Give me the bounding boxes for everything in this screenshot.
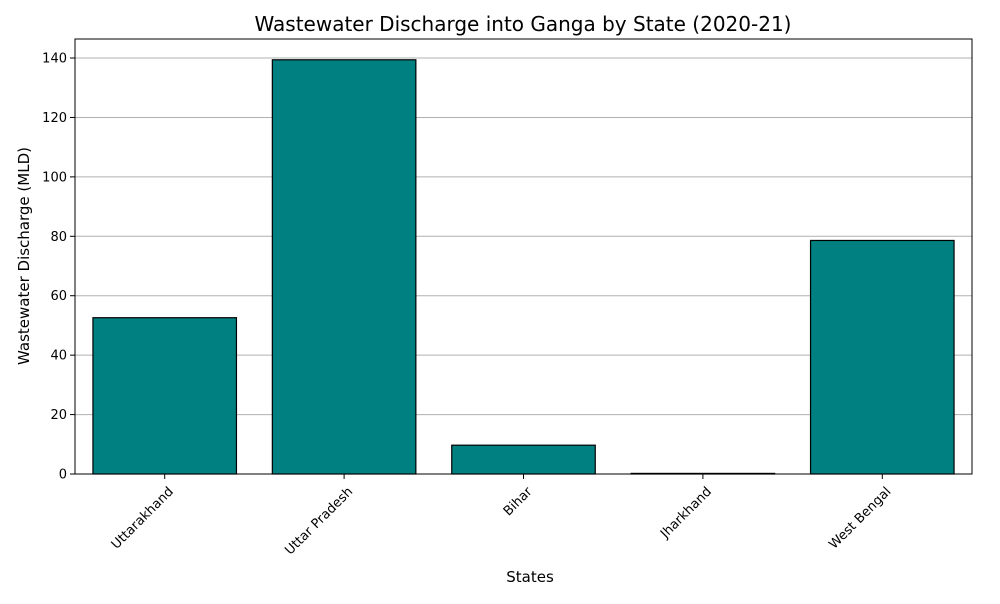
x-tick-label: Uttar Pradesh xyxy=(282,484,356,558)
y-tick-label: 140 xyxy=(42,52,67,67)
x-tick-label: Uttarakhand xyxy=(109,484,177,552)
bars xyxy=(92,59,955,475)
x-tick-label: Bihar xyxy=(501,484,536,519)
x-axis-label: States xyxy=(506,568,554,586)
bar-west-bengal xyxy=(809,239,955,475)
y-tick-label: 40 xyxy=(50,349,67,364)
chart-title: Wastewater Discharge into Ganga by State… xyxy=(255,12,792,36)
y-tick-label: 0 xyxy=(59,468,67,483)
bar-uttarakhand xyxy=(92,317,238,475)
y-axis-ticks: 0 20 40 60 80 100 120 140 xyxy=(42,52,75,483)
bar-bihar xyxy=(451,444,596,475)
y-tick-label: 100 xyxy=(42,170,67,185)
y-tick-label: 80 xyxy=(50,230,67,245)
x-tick-label: Jharkhand xyxy=(657,484,715,542)
bar-uttar-pradesh xyxy=(271,59,417,475)
y-tick-label: 60 xyxy=(50,289,67,304)
y-axis-label: Wastewater Discharge (MLD) xyxy=(15,147,33,365)
y-tick-label: 120 xyxy=(42,111,67,126)
x-tick-label: West Bengal xyxy=(826,484,894,552)
x-axis-ticks: Uttarakhand Uttar Pradesh Bihar Jharkhand We… xyxy=(109,474,894,558)
y-tick-label: 20 xyxy=(50,408,67,423)
